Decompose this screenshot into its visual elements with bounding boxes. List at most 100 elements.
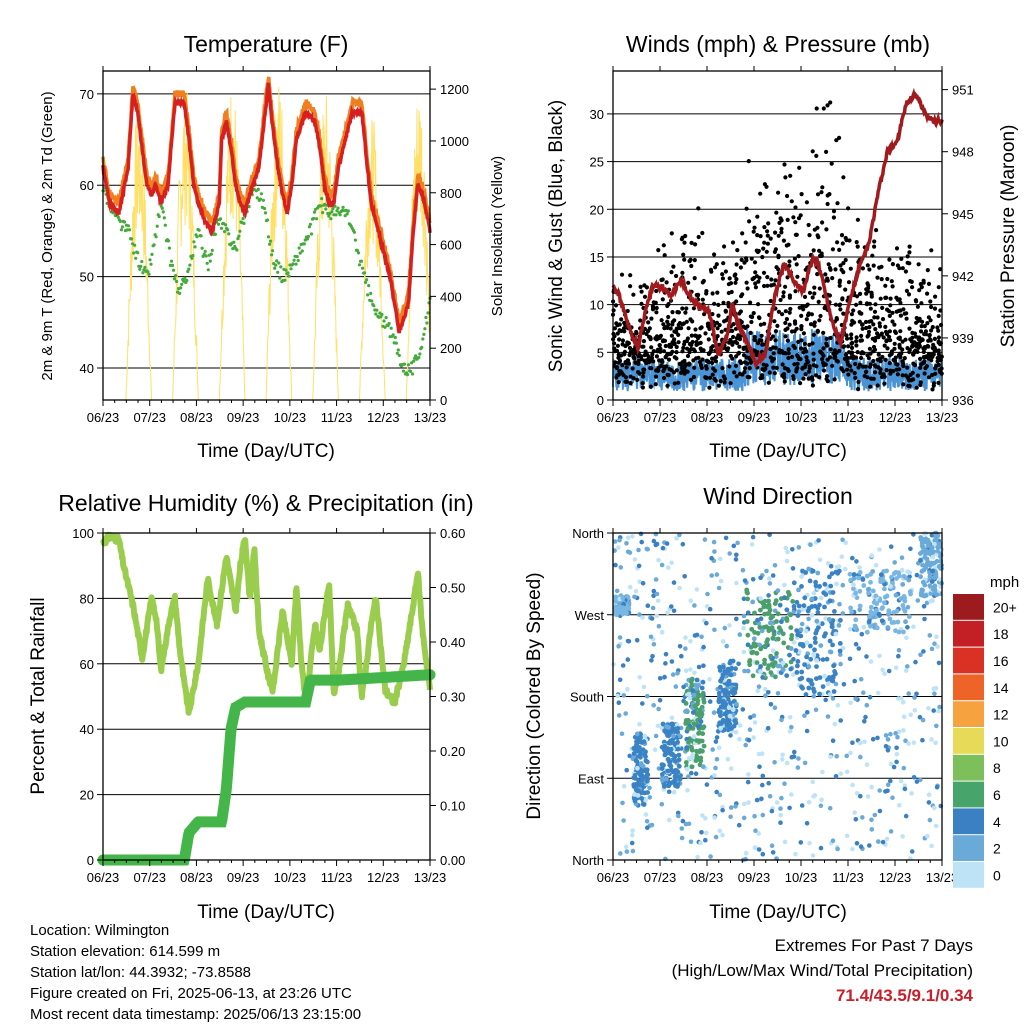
direction-point [902, 783, 908, 788]
direction-point [920, 579, 926, 585]
direction-point [906, 741, 911, 746]
direction-point [734, 701, 739, 707]
dewpoint-point [188, 263, 192, 267]
direction-point [861, 690, 866, 695]
gust-point [803, 304, 809, 309]
dewpoint-point [166, 239, 170, 243]
dewpoint-point [364, 280, 368, 284]
gust-point [827, 355, 833, 360]
direction-point [829, 624, 835, 629]
direction-point [654, 591, 660, 597]
y-right-tick-label: 0.00 [440, 853, 465, 868]
gust-point [899, 351, 904, 356]
gust-point [883, 324, 888, 329]
y-right-tick-label: 936 [952, 393, 974, 408]
gust-point [792, 362, 797, 367]
x-tick-label: 10/23 [785, 410, 818, 425]
gust-point [849, 336, 854, 341]
direction-point [900, 603, 906, 608]
direction-point [876, 839, 881, 844]
gust-point [773, 329, 779, 334]
gust-point [810, 149, 815, 154]
y-tick-label: North [572, 526, 604, 541]
direction-point [867, 694, 873, 700]
direction-point [877, 788, 882, 793]
gust-point [691, 347, 696, 352]
gust-point [843, 257, 848, 263]
gust-point [759, 338, 764, 343]
direction-point [932, 805, 937, 811]
gust-point [806, 222, 811, 228]
direction-point [920, 717, 926, 723]
direction-point [809, 681, 815, 687]
gust-point [631, 376, 636, 381]
direction-point [918, 535, 924, 540]
dewpoint-point [140, 259, 144, 264]
gust-point [851, 308, 856, 313]
direction-point [612, 611, 618, 616]
direction-point [728, 700, 733, 706]
gust-point [794, 232, 799, 237]
direction-point [752, 630, 757, 635]
gust-point [700, 297, 705, 302]
direction-point [867, 614, 872, 620]
dewpoint-point [357, 263, 362, 267]
gust-point [866, 356, 872, 361]
gust-point [776, 267, 781, 272]
gust-point [867, 267, 872, 272]
direction-point [657, 676, 663, 681]
direction-point [778, 806, 783, 811]
direction-point [932, 641, 937, 646]
direction-point [764, 624, 769, 630]
gust-point [725, 348, 730, 353]
direction-point [800, 642, 806, 647]
gust-point [649, 355, 655, 360]
legend-label: 0 [993, 867, 1001, 883]
gust-point [899, 256, 904, 261]
gust-point [742, 260, 747, 265]
dewpoint-point [295, 255, 299, 259]
direction-point [723, 691, 728, 697]
direction-point [696, 724, 701, 729]
gust-point [825, 201, 830, 207]
direction-point [630, 534, 635, 539]
direction-point [790, 599, 796, 604]
dewpoint-point [227, 232, 231, 236]
legend-label: 8 [993, 760, 1001, 776]
dewpoint-point [294, 262, 298, 266]
direction-point [813, 707, 819, 713]
gust-point [921, 349, 926, 355]
direction-point [888, 584, 893, 589]
y-right-tick-label: 0 [440, 393, 447, 408]
gust-point [837, 135, 842, 140]
gust-point [616, 352, 621, 357]
gust-point [781, 238, 787, 243]
gust-point [788, 173, 793, 178]
gust-point [683, 310, 688, 315]
gust-point [904, 311, 909, 316]
gust-point [722, 244, 727, 249]
direction-point [716, 745, 722, 750]
direction-point [780, 667, 786, 673]
gust-point [798, 381, 803, 386]
direction-point [833, 774, 839, 779]
dewpoint-point [409, 369, 413, 373]
x-tick-label: 13/23 [414, 870, 447, 885]
direction-point [771, 631, 777, 637]
gust-point [895, 297, 900, 302]
dewpoint-point [411, 372, 415, 376]
dewpoint-point [366, 293, 370, 297]
direction-point [700, 764, 706, 770]
precip-series [97, 669, 436, 866]
gust-point [890, 284, 895, 289]
direction-point [799, 621, 805, 627]
gust-point [776, 253, 781, 258]
direction-point [830, 590, 836, 595]
x-tick-label: 08/23 [691, 410, 724, 425]
gust-point [863, 369, 869, 374]
direction-point [725, 682, 731, 687]
direction-point [695, 854, 700, 860]
gust-point [751, 229, 756, 234]
gust-point [684, 306, 689, 311]
gust-point [930, 325, 935, 330]
